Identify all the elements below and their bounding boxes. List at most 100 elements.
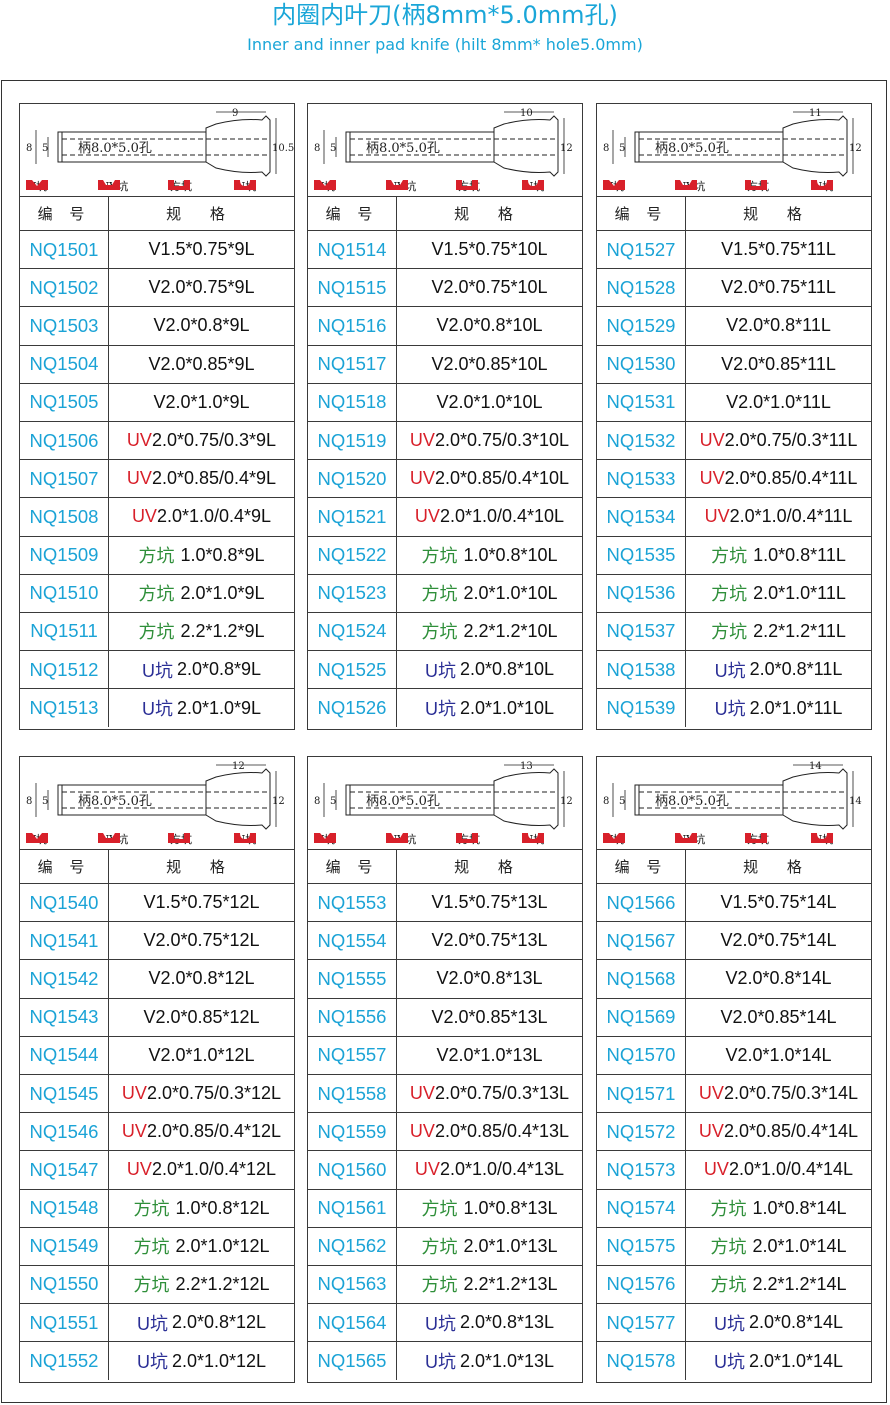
spec-value: 1.0*0.8*9L bbox=[180, 544, 265, 565]
spec-value: V2.0*1.0*14L bbox=[725, 1044, 832, 1065]
legend-fangkeng: 方坑 bbox=[745, 178, 769, 194]
code-column-header: 编 号 bbox=[308, 197, 397, 230]
product-code: NQ1571 bbox=[597, 1074, 686, 1113]
table-row: NQ1516 V2.0*0.8*10L bbox=[308, 307, 582, 346]
table-row: NQ1572 UV 2.0*0.85/0.4*14L bbox=[597, 1113, 871, 1152]
right-dim-label: 12 bbox=[560, 796, 573, 807]
groove-type-label: UV bbox=[698, 1083, 724, 1104]
product-spec: V2.0*0.8*12L bbox=[109, 960, 294, 997]
spec-value: V1.5*0.75*11L bbox=[721, 239, 836, 260]
table-row: NQ1513 U坑 2.0*1.0*9L bbox=[20, 689, 294, 728]
product-spec: V1.5*0.75*10L bbox=[397, 231, 582, 268]
legend-ukeng: U坑 bbox=[522, 178, 544, 194]
product-code: NQ1503 bbox=[20, 307, 109, 345]
product-code: NQ1558 bbox=[308, 1074, 397, 1113]
product-code: NQ1539 bbox=[597, 689, 686, 728]
table-row: NQ1526 U坑 2.0*1.0*10L bbox=[308, 689, 582, 728]
table-header: 编 号规 格 bbox=[20, 850, 294, 884]
product-spec: UV 2.0*1.0/0.4*12L bbox=[109, 1151, 294, 1188]
product-code: NQ1530 bbox=[597, 345, 686, 383]
table-row: NQ1532 UV 2.0*0.75/0.3*11L bbox=[597, 421, 871, 461]
dim-5-label: 5 bbox=[330, 143, 336, 154]
groove-type-label: U坑 bbox=[424, 660, 456, 681]
table-row: NQ1552 U坑 2.0*1.0*12L bbox=[20, 1342, 294, 1381]
groove-type-label: 方坑 bbox=[133, 1199, 170, 1220]
spec-value: 2.0*1.0*13L bbox=[459, 1350, 555, 1371]
spec-value: 1.0*0.8*14L bbox=[752, 1197, 847, 1218]
product-spec: UV 2.0*0.75/0.3*9L bbox=[109, 422, 294, 459]
knife-drawing: 8 5 柄8.0*5.0孔 11 12 bbox=[603, 108, 862, 177]
groove-type-label: UV bbox=[414, 1159, 440, 1180]
table-row: NQ1540 V1.5*0.75*12L bbox=[20, 884, 294, 923]
spec-value: 2.0*1.0*10L bbox=[463, 582, 558, 603]
product-code: NQ1534 bbox=[597, 498, 686, 536]
spec-value: V1.5*0.75*13L bbox=[431, 892, 548, 913]
groove-type-label: UV bbox=[121, 1083, 147, 1104]
spec-value: 1.0*0.8*13L bbox=[463, 1197, 558, 1218]
product-spec: V1.5*0.75*12L bbox=[109, 884, 294, 921]
spec-value: 1.0*0.8*10L bbox=[463, 544, 558, 565]
product-code: NQ1501 bbox=[20, 231, 109, 269]
product-code: NQ1570 bbox=[597, 1036, 686, 1074]
table-row: NQ1517 V2.0*0.85*10L bbox=[308, 345, 582, 384]
product-spec: 方坑 2.0*1.0*12L bbox=[109, 1228, 294, 1265]
product-spec: V1.5*0.75*11L bbox=[686, 231, 871, 268]
knife-diagram: 85 柄8.0*5.0孔 10 12 V坑 UV坑 方坑 U坑 bbox=[308, 104, 582, 197]
legend-v: V坑 bbox=[603, 178, 625, 194]
product-spec: UV 2.0*0.75/0.3*14L bbox=[686, 1075, 871, 1112]
table-row: NQ1505 V2.0*1.0*9L bbox=[20, 383, 294, 422]
product-spec: U坑 2.0*0.8*9L bbox=[109, 651, 294, 688]
spec-value: V2.0*0.85*10L bbox=[431, 353, 548, 374]
product-spec: UV 2.0*1.0/0.4*13L bbox=[397, 1151, 582, 1188]
legend-uv: UV坑 bbox=[98, 831, 128, 847]
product-spec: U坑 2.0*1.0*11L bbox=[686, 689, 871, 727]
groove-type-label: 方坑 bbox=[138, 584, 175, 605]
product-code: NQ1556 bbox=[308, 998, 397, 1036]
table-row: NQ1525 U坑 2.0*0.8*10L bbox=[308, 651, 582, 690]
knife-drawing: 8 5 柄8.0*5.0孔 9 10.5 bbox=[26, 108, 294, 177]
product-code: NQ1531 bbox=[597, 383, 686, 421]
product-spec: 方坑 1.0*0.8*14L bbox=[686, 1190, 871, 1227]
top-dim-label: 9 bbox=[232, 108, 238, 119]
product-code: NQ1549 bbox=[20, 1227, 109, 1265]
product-code: NQ1577 bbox=[597, 1304, 686, 1342]
table-row: NQ1567 V2.0*0.75*14L bbox=[597, 922, 871, 961]
product-code: NQ1523 bbox=[308, 574, 397, 612]
legend-fangkeng: 方坑 bbox=[168, 831, 192, 847]
legend-uv: UV坑 bbox=[675, 831, 705, 847]
table-row: NQ1510 方坑 2.0*1.0*9L bbox=[20, 574, 294, 613]
product-code: NQ1573 bbox=[597, 1151, 686, 1189]
table-row: NQ1506 UV 2.0*0.75/0.3*9L bbox=[20, 421, 294, 461]
table-row: NQ1519 UV 2.0*0.75/0.3*10L bbox=[308, 421, 582, 461]
groove-type-label: UV bbox=[121, 1121, 147, 1142]
product-code: NQ1563 bbox=[308, 1265, 397, 1304]
product-spec: U坑 2.0*1.0*12L bbox=[109, 1342, 294, 1380]
table-row: NQ1514 V1.5*0.75*10L bbox=[308, 231, 582, 270]
table-row: NQ1545 UV 2.0*0.75/0.3*12L bbox=[20, 1074, 294, 1114]
spec-value: 2.0*0.85/0.4*14L bbox=[723, 1121, 859, 1142]
spec-value: 2.0*0.85/0.4*11L bbox=[724, 468, 858, 489]
spec-value: V2.0*0.8*12L bbox=[148, 968, 255, 989]
knife-drawing: 8 5 柄8.0*5.0孔 12 12 bbox=[26, 761, 285, 830]
spec-value: 2.0*0.8*11L bbox=[749, 659, 843, 680]
table-row: NQ1559 UV 2.0*0.85/0.4*13L bbox=[308, 1113, 582, 1152]
product-spec: V2.0*0.8*10L bbox=[397, 307, 582, 344]
right-dim-label: 12 bbox=[272, 796, 285, 807]
legend-v: V坑 bbox=[26, 178, 48, 194]
groove-type-label: U坑 bbox=[714, 699, 746, 720]
table-row: NQ1562 方坑 2.0*1.0*13L bbox=[308, 1227, 582, 1266]
product-code: NQ1544 bbox=[20, 1036, 109, 1074]
product-code: NQ1565 bbox=[308, 1342, 397, 1381]
product-spec: UV 2.0*0.75/0.3*12L bbox=[109, 1075, 294, 1112]
product-code: NQ1560 bbox=[308, 1151, 397, 1189]
product-spec: UV 2.0*0.75/0.3*11L bbox=[686, 422, 871, 459]
spec-value: 1.0*0.8*12L bbox=[175, 1197, 270, 1218]
product-spec: 方坑 2.2*1.2*12L bbox=[109, 1266, 294, 1303]
product-code: NQ1543 bbox=[20, 998, 109, 1036]
groove-legend: V坑 UV坑 方坑 U坑 bbox=[20, 831, 294, 847]
product-code: NQ1576 bbox=[597, 1265, 686, 1304]
table-row: NQ1511 方坑 2.2*1.2*9L bbox=[20, 612, 294, 652]
product-code: NQ1537 bbox=[597, 612, 686, 651]
groove-type-label: U坑 bbox=[424, 1352, 456, 1373]
spec-value: V2.0*0.8*13L bbox=[436, 968, 543, 989]
